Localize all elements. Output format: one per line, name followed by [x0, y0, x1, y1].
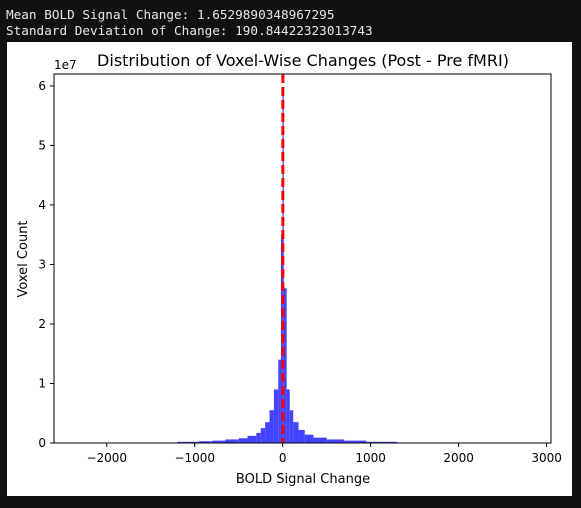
- histogram-bar: [273, 389, 279, 443]
- histogram-bar: [212, 440, 226, 443]
- histogram-bar: [286, 389, 290, 443]
- histogram-bar: [238, 438, 248, 443]
- histogram-bar: [265, 422, 270, 443]
- histogram-bar: [344, 440, 367, 443]
- x-tick-label: −1000: [174, 451, 215, 465]
- y-tick-label: 0: [38, 436, 46, 450]
- x-tick-label: 3000: [531, 451, 562, 465]
- chart-title: Distribution of Voxel-Wise Changes (Post…: [97, 51, 509, 70]
- std-output-line: Standard Deviation of Change: 190.844223…: [6, 23, 373, 38]
- histogram-bar: [326, 439, 345, 443]
- histogram-bar: [269, 410, 274, 443]
- x-tick-label: 2000: [443, 451, 474, 465]
- y-tick-label: 5: [38, 138, 46, 152]
- histogram-bar: [256, 432, 261, 443]
- histogram-bar: [289, 410, 294, 443]
- histogram-bar: [298, 429, 305, 443]
- histogram-bar: [260, 428, 266, 443]
- histogram-bar: [282, 94, 284, 444]
- histogram-bar: [366, 441, 398, 443]
- y-tick-label: 4: [38, 198, 46, 212]
- console-output: Mean BOLD Signal Change: 1.6529890348967…: [6, 7, 373, 39]
- chart-figure: Distribution of Voxel-Wise Changes (Post…: [7, 42, 572, 496]
- x-axis-ticks: −2000 −1000 0 1000 2000 3000: [86, 443, 562, 465]
- histogram-chart: Distribution of Voxel-Wise Changes (Post…: [7, 42, 572, 496]
- histogram-bar: [247, 435, 257, 443]
- histogram-bar: [177, 441, 200, 443]
- y-axis-offset-label: 1e7: [54, 58, 77, 72]
- histogram-bar: [225, 439, 239, 443]
- y-axis-ticks: 0 1 2 3 4 5 6: [38, 79, 54, 450]
- x-tick-label: 1000: [355, 451, 386, 465]
- y-axis-label: Voxel Count: [16, 220, 31, 297]
- x-tick-label: −2000: [86, 451, 127, 465]
- histogram-bar: [278, 359, 281, 443]
- histogram-bar: [293, 422, 299, 443]
- y-tick-label: 2: [38, 317, 46, 331]
- histogram-bar: [199, 441, 213, 443]
- axes-frame: [53, 73, 552, 444]
- x-tick-label: 0: [279, 451, 287, 465]
- histogram-bar: [283, 288, 287, 443]
- y-tick-label: 3: [38, 257, 46, 271]
- y-tick-label: 6: [38, 79, 46, 93]
- histogram-bar: [304, 434, 314, 443]
- mean-output-line: Mean BOLD Signal Change: 1.6529890348967…: [6, 7, 335, 22]
- histogram-bars: [177, 94, 398, 444]
- histogram-bar: [313, 437, 327, 443]
- x-axis-label: BOLD Signal Change: [236, 472, 370, 487]
- y-tick-label: 1: [38, 376, 46, 390]
